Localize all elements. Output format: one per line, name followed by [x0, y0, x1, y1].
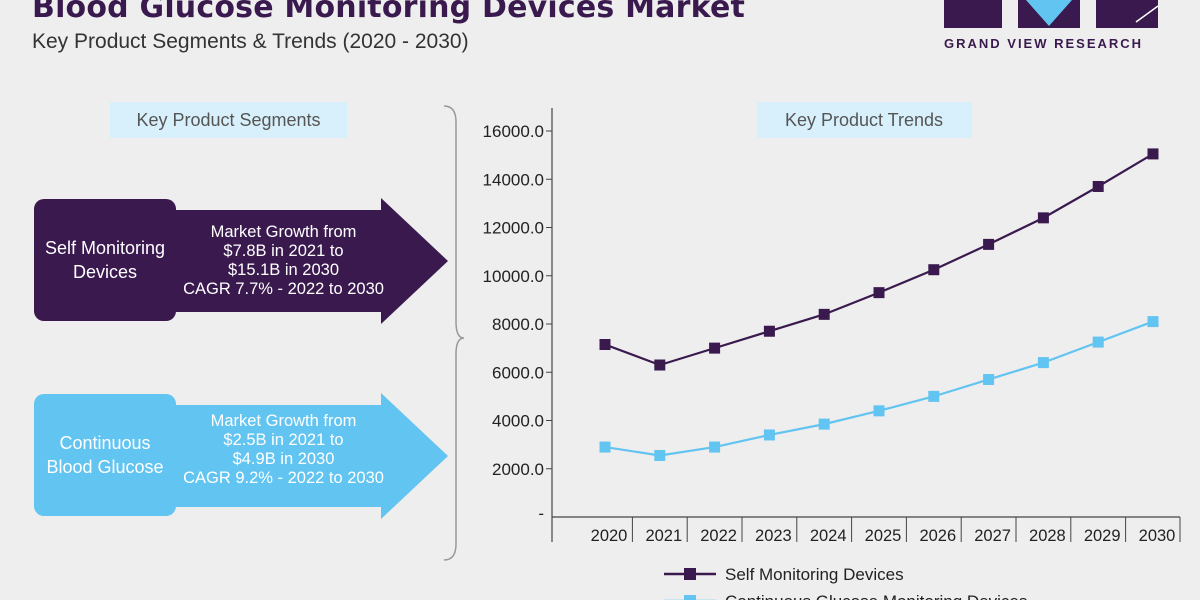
stat-line: $15.1B in 2030 — [227, 261, 339, 279]
y-tick-label: 6000.0 — [492, 363, 544, 382]
data-point — [1092, 336, 1104, 348]
data-point — [928, 264, 940, 276]
data-point — [763, 429, 775, 441]
stat-line: $7.8B in 2021 to — [223, 242, 344, 260]
data-point — [818, 418, 830, 430]
legend-label: Self Monitoring Devices — [725, 565, 904, 584]
data-point — [709, 342, 721, 354]
page-title: Blood Glucose Monitoring Devices Market — [32, 0, 746, 25]
segment-name-line2: Blood Glucose — [46, 457, 164, 477]
y-tick-label: - — [538, 504, 544, 523]
chart-title: Key Product Trends — [785, 110, 943, 130]
segment-name-line1: Self Monitoring — [44, 238, 166, 258]
x-tick-label: 2020 — [591, 527, 628, 545]
x-tick-label: 2028 — [1029, 527, 1066, 545]
x-tick-label: 2022 — [700, 527, 737, 545]
segment-name-line2: Devices — [72, 262, 138, 282]
segment-continuous-arrow — [176, 393, 448, 519]
segment-continuous-box: Continuous Blood Glucose — [34, 394, 176, 516]
data-point — [928, 390, 940, 402]
x-tick-label: 2029 — [1084, 527, 1121, 545]
data-point — [983, 238, 995, 250]
x-tick-label: 2024 — [810, 527, 847, 545]
data-point — [599, 441, 611, 453]
data-point — [818, 308, 830, 320]
data-point — [1092, 180, 1104, 192]
stat-line: CAGR 9.2% - 2022 to 2030 — [183, 469, 384, 487]
y-tick-label: 12000.0 — [483, 219, 544, 238]
data-point — [763, 325, 775, 337]
data-point — [709, 441, 721, 453]
series-line — [604, 320, 1154, 457]
segment-continuous-stats: Market Growth from $2.5B in 2021 to $4.9… — [176, 412, 391, 488]
x-tick-label: 2026 — [919, 527, 956, 545]
segments-label: Key Product Segments — [110, 102, 347, 138]
x-tick-label: 2023 — [755, 527, 792, 545]
stat-line: Market Growth from — [210, 223, 357, 241]
data-point — [654, 449, 666, 461]
data-point — [983, 373, 995, 385]
y-tick-label: 4000.0 — [492, 412, 544, 431]
data-point — [873, 405, 885, 417]
curly-brace — [443, 105, 465, 561]
stat-line: $2.5B in 2021 to — [223, 431, 344, 449]
data-point — [1147, 148, 1159, 160]
data-point — [1147, 316, 1159, 328]
data-point — [599, 339, 611, 351]
segment-self-monitoring-arrow — [176, 198, 448, 324]
legend-label: Continuous Glucose Monitoring Devices — [725, 592, 1027, 600]
series-line — [604, 152, 1154, 367]
data-point — [1037, 357, 1049, 369]
y-tick-label: 10000.0 — [483, 267, 544, 286]
data-point — [1037, 212, 1049, 224]
data-point — [654, 359, 666, 371]
data-point — [873, 287, 885, 299]
segment-name-line1: Continuous — [59, 433, 151, 453]
stat-line: $4.9B in 2030 — [232, 450, 335, 468]
stat-line: CAGR 7.7% - 2022 to 2030 — [183, 280, 384, 298]
brand-name: GRAND VIEW RESEARCH — [944, 36, 1144, 51]
x-tick-label: 2030 — [1139, 527, 1176, 545]
y-tick-label: 2000.0 — [492, 460, 544, 479]
segment-self-monitoring-box: Self Monitoring Devices — [34, 199, 176, 321]
stat-line: Market Growth from — [210, 412, 357, 430]
brand-logo — [944, 0, 1159, 28]
x-tick-label: 2027 — [974, 527, 1011, 545]
chart-title-box — [757, 102, 972, 138]
legend-marker — [684, 595, 696, 600]
segment-self-monitoring-stats: Market Growth from $7.8B in 2021 to $15.… — [176, 223, 391, 299]
y-tick-label: 8000.0 — [492, 315, 544, 334]
x-tick-label: 2025 — [865, 527, 902, 545]
legend-marker — [684, 568, 696, 580]
y-tick-label: 16000.0 — [483, 122, 544, 141]
page-subtitle: Key Product Segments & Trends (2020 - 20… — [32, 30, 469, 53]
x-tick-label: 2021 — [645, 527, 682, 545]
y-tick-label: 14000.0 — [483, 170, 544, 189]
